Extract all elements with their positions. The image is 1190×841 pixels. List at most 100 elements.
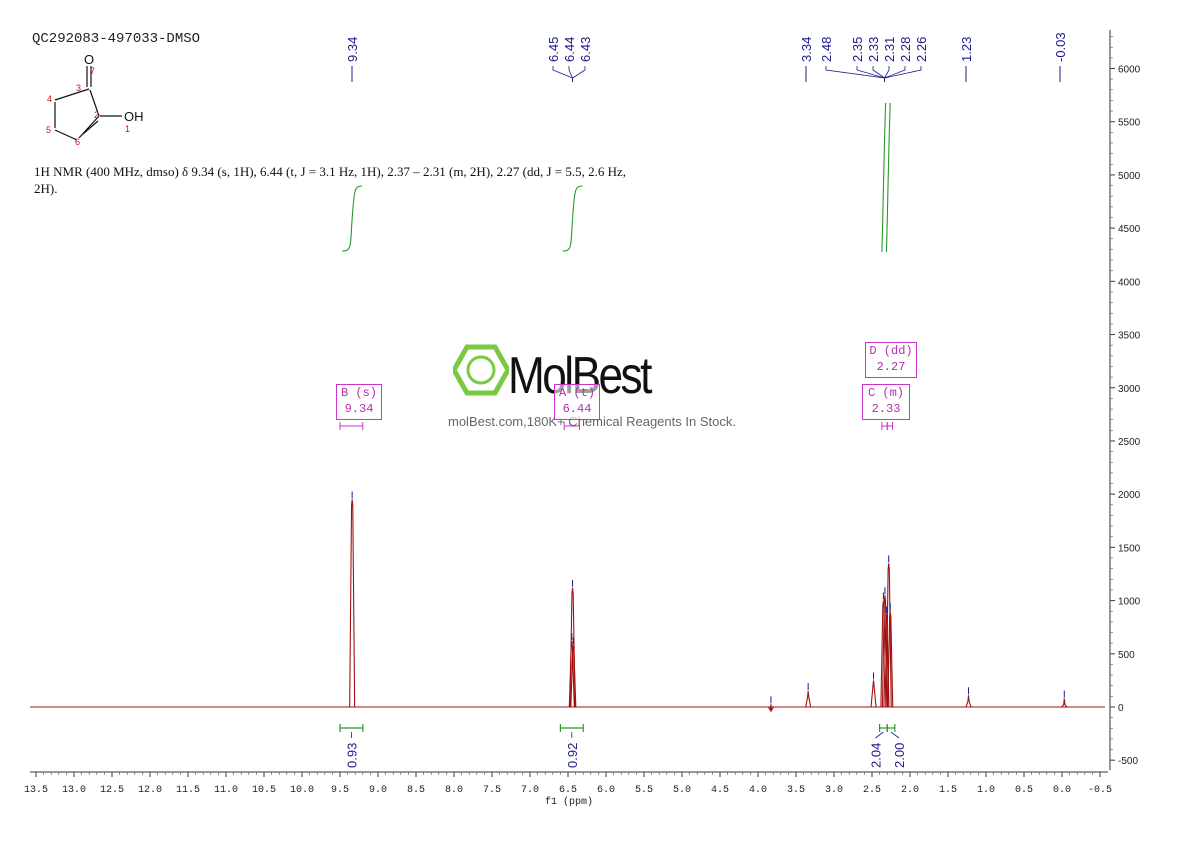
multiplet-label: B (s) (340, 386, 377, 400)
multiplet-box-c: C (m) 2.33 (862, 384, 910, 420)
x-tick-label: 12.5 (100, 785, 124, 796)
integrals: 0.93 0.92 2.04 2.00 (339, 724, 907, 768)
peak-label: 3.34 (799, 37, 814, 62)
x-tick-label: 2.5 (863, 785, 881, 796)
y-tick-label: 3000 (1118, 384, 1141, 395)
integral-value: 2.00 (892, 743, 907, 768)
spectrum (30, 491, 1105, 713)
atom-label-6: 6 (75, 137, 81, 147)
x-tick-label: 11.5 (176, 785, 200, 796)
integral-value: 0.92 (565, 743, 580, 768)
multiplet-box-a: A (t) 6.44 (554, 384, 600, 420)
x-tick-label: 2.0 (901, 785, 919, 796)
x-tick-label: 1.0 (977, 785, 995, 796)
sample-id: QC292083-497033-DMSO (32, 31, 201, 47)
hydroxyl-label: OH (124, 109, 144, 124)
y-tick-label: 2000 (1118, 490, 1141, 501)
peak-labels: 9.34 6.45 6.44 6.43 3.34 2.48 2.35 2.33 2.31 2.28… (345, 32, 1068, 82)
spectrum-peak (349, 499, 356, 708)
peak-label-leader (825, 66, 885, 82)
y-tick-label: 500 (1118, 650, 1135, 661)
y-tick-label: 6000 (1118, 65, 1141, 76)
spectrum-peak (887, 611, 894, 708)
x-tick-label: 3.0 (825, 785, 843, 796)
x-tick-label: 8.5 (407, 785, 425, 796)
molecule-structure (54, 66, 122, 141)
x-tick-label: -0.5 (1088, 785, 1112, 796)
peak-label-leader (568, 66, 573, 82)
peak-label: 2.26 (914, 37, 929, 62)
nmr-description: 1H NMR (400 MHz, dmso) δ 9.34 (s, 1H), 6… (34, 164, 627, 196)
peak-label: -0.03 (1053, 32, 1068, 62)
peak-label: 2.35 (850, 37, 865, 62)
peak-label-leader (552, 66, 573, 82)
x-tick-label: 10.0 (290, 785, 314, 796)
x-tick-label: 12.0 (138, 785, 162, 796)
peak-label: 6.44 (562, 37, 577, 62)
peak-label-leader (572, 66, 586, 82)
x-tick-label: 11.0 (214, 785, 238, 796)
integral-curves (342, 102, 891, 253)
y-tick-label: 2500 (1118, 437, 1141, 448)
atom-label-7: 7 (90, 66, 96, 76)
multiplet-box-d: D (dd) 2.27 (865, 342, 917, 378)
peak-label: 1.23 (959, 37, 974, 62)
multiplet-shift: 2.33 (871, 402, 901, 416)
x-tick-label: 6.0 (597, 785, 615, 796)
multiplet-shift: 2.27 (876, 360, 906, 374)
spectrum-peak (569, 587, 576, 708)
peak-label-leader (856, 66, 885, 82)
y-tick-label: 3500 (1118, 331, 1141, 342)
atom-label-5: 5 (46, 125, 52, 135)
multiplet-brackets (339, 422, 894, 430)
spectrum-peak (881, 595, 888, 708)
atom-label-3: 3 (76, 83, 82, 93)
multiplet-shift: 6.44 (562, 402, 592, 416)
spectrum-peak (965, 695, 972, 708)
atom-label-4: 4 (47, 94, 53, 104)
x-tick-label: 9.0 (369, 785, 387, 796)
y-tick-label: 1000 (1118, 597, 1141, 608)
spectrum-peak (805, 690, 812, 708)
x-tick-label: 7.5 (483, 785, 501, 796)
multiplet-label: A (t) (558, 386, 595, 400)
axes: 13.5 13.0 12.5 12.0 11.5 11.0 10.5 10.0 9.5 9.0 8.… (24, 30, 1141, 796)
x-tick-label: 6.5 (559, 785, 577, 796)
spectrum-peak (1061, 698, 1068, 708)
y-tick-label: 4000 (1118, 277, 1141, 288)
multiplet-shift: 9.34 (344, 402, 374, 416)
multiplet-label: D (dd) (869, 344, 913, 358)
peak-label: 2.33 (866, 37, 881, 62)
x-axis-title: f1 (ppm) (545, 797, 594, 808)
y-tick-label: 4500 (1118, 224, 1141, 235)
x-tick-label: 5.0 (673, 785, 691, 796)
x-tick-label: 1.5 (939, 785, 957, 796)
multiplet-label: C (m) (867, 386, 904, 400)
spectrum-peak (870, 680, 877, 708)
y-tick-label: 5000 (1118, 171, 1141, 182)
integral-leader (875, 731, 884, 739)
logo-icon (453, 344, 509, 396)
peak-label: 2.28 (898, 37, 913, 62)
y-tick-label: 1500 (1118, 543, 1141, 554)
atom-label-2: 2 (94, 110, 100, 120)
peak-label: 6.45 (546, 37, 561, 62)
y-tick-label: 0 (1118, 703, 1124, 714)
spectrum-peak (883, 614, 890, 708)
x-tick-label: 10.5 (252, 785, 276, 796)
integral-curve (885, 102, 891, 253)
watermark-text: molBest.com,180K+ Chemical Reagents In S… (448, 414, 736, 429)
peak-label: 2.48 (819, 37, 834, 62)
x-tick-label: 9.5 (331, 785, 349, 796)
multiplet-box-b: B (s) 9.34 (336, 384, 382, 420)
integral-curve (562, 185, 583, 252)
x-tick-label: 0.5 (1015, 785, 1033, 796)
peak-label-leader (872, 66, 885, 82)
spectrum-peak (570, 645, 577, 708)
integral-value: 2.04 (868, 743, 883, 768)
x-tick-label: 4.0 (749, 785, 767, 796)
integral-curve (342, 185, 363, 252)
spectrum-peak (767, 704, 774, 713)
integral-leader (890, 731, 900, 739)
